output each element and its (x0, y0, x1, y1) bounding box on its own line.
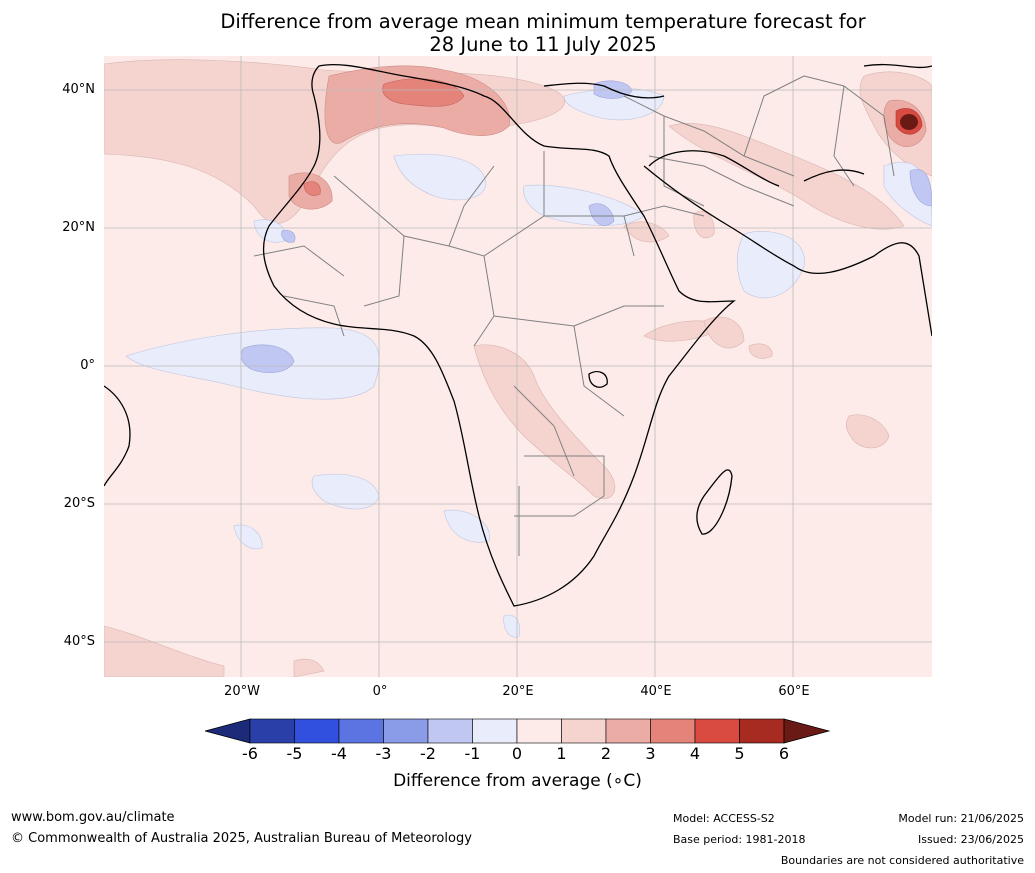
colorbar-tick-label: 2 (600, 744, 612, 763)
coastlines (104, 63, 932, 607)
colorbar-extend-high (783, 718, 830, 744)
colorbar-segment (739, 718, 785, 744)
lon-label-20e: 20°E (502, 684, 534, 699)
lat-label-0: 0° (80, 358, 95, 373)
colorbar-segment (516, 718, 562, 744)
colorbar-tick-label: -3 (375, 744, 392, 763)
warm-anomaly-areas-5-6 (900, 114, 918, 130)
lat-label-40s: 40°S (63, 634, 95, 649)
footer-base-period: Base period: 1981-2018 (673, 833, 806, 846)
colorbar-segment (650, 718, 696, 744)
colorbar-segment (694, 718, 740, 744)
footer-copyright: © Commonwealth of Australia 2025, Austra… (11, 831, 472, 846)
colorbar-segment (294, 718, 340, 744)
footer-url: www.bom.gov.au/climate (11, 810, 175, 825)
colorbar-tick-label: -5 (286, 744, 303, 763)
colorbar-segments (205, 718, 830, 744)
national-borders (253, 75, 895, 556)
colorbar-segment (338, 718, 384, 744)
graticule (104, 56, 932, 677)
lat-label-40n: 40°N (62, 82, 95, 97)
lon-label-60e: 60°E (778, 684, 810, 699)
colorbar-tick-label: 1 (556, 744, 567, 763)
lat-label-20n: 20°N (62, 220, 95, 235)
colorbar-extend-low (205, 718, 251, 744)
colorbar-tick-label: 6 (778, 744, 790, 763)
map-title-line-2: 28 June to 11 July 2025 (429, 33, 657, 56)
colorbar-segment (605, 718, 651, 744)
colorbar-tick-label: -4 (331, 744, 347, 763)
forecast-map (104, 56, 932, 677)
colorbar-tick-label: 5 (734, 744, 745, 763)
colorbar-tick-label: 3 (645, 744, 656, 763)
footer-model-run: Model run: 21/06/2025 (898, 812, 1024, 825)
colorbar-tick-label: -2 (420, 744, 436, 763)
map-title-line-1: Difference from average mean minimum tem… (220, 10, 866, 33)
footer-model: Model: ACCESS-S2 (673, 812, 775, 825)
lon-label-20w: 20°W (224, 684, 260, 699)
lon-label-40e: 40°E (640, 684, 672, 699)
colorbar (205, 718, 830, 744)
colorbar-tick-label: -6 (242, 744, 258, 763)
colorbar-label: Difference from average (∘C) (393, 771, 642, 791)
colorbar-segment (472, 718, 518, 744)
footer-disclaimer: Boundaries are not considered authoritat… (780, 854, 1024, 867)
forecast-map-svg (104, 56, 932, 677)
colorbar-tick-label: 4 (689, 744, 701, 763)
colorbar-segment (383, 718, 429, 744)
footer-issued: Issued: 23/06/2025 (917, 833, 1024, 846)
colorbar-segment (249, 718, 295, 744)
colorbar-tick-label: 0 (511, 744, 523, 763)
colorbar-segment (427, 718, 473, 744)
lon-label-0: 0° (372, 684, 388, 699)
warm-anomaly-areas-3-4 (303, 78, 465, 196)
colorbar-tick-label: -1 (464, 744, 481, 763)
colorbar-segment (561, 718, 607, 744)
lat-label-20s: 20°S (63, 496, 95, 511)
